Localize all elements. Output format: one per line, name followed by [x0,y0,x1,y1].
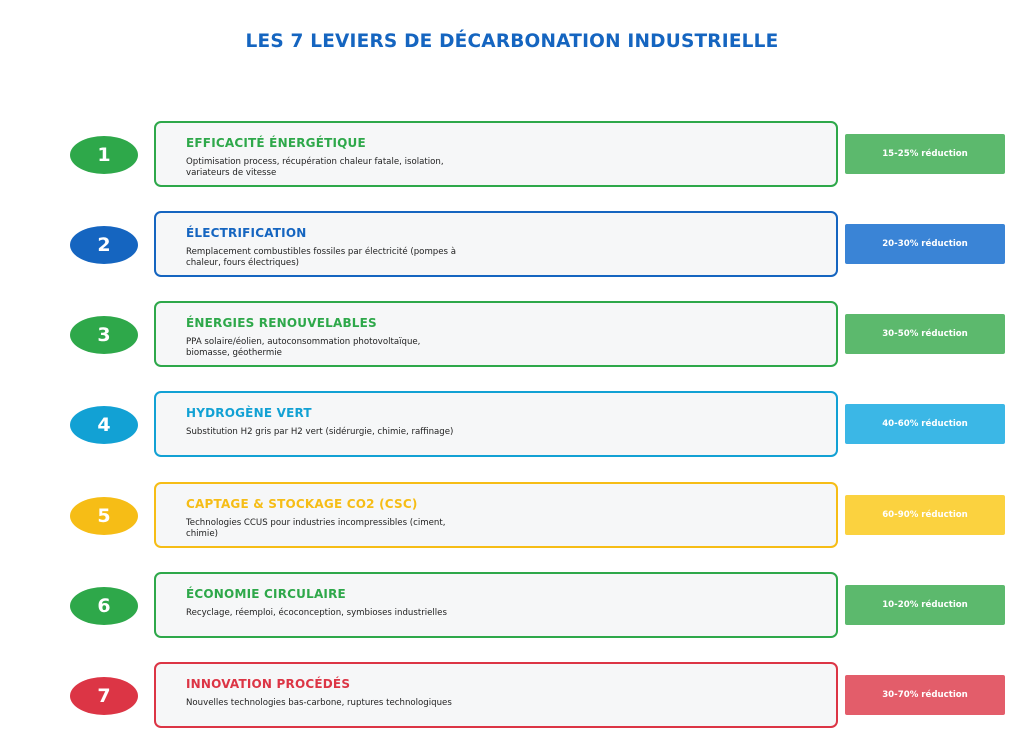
reduction-badge: 30-50% réduction [845,314,1005,354]
lever-description: Technologies CCUS pour industries incomp… [186,518,446,539]
lever-description: Substitution H2 gris par H2 vert (sidéru… [186,427,454,437]
lever-title: ÉNERGIES RENOUVELABLES [186,316,377,330]
lever-title: INNOVATION PROCÉDÉS [186,677,351,691]
lever-title: EFFICACITÉ ÉNERGÉTIQUE [186,136,366,150]
lever-card: EFFICACITÉ ÉNERGÉTIQUE Optimisation proc… [154,121,838,187]
lever-row: 5 CAPTAGE & STOCKAGE CO2 (CSC) Technolog… [0,482,1024,550]
lever-row: 4 HYDROGÈNE VERT Substitution H2 gris pa… [0,391,1024,459]
lever-number-badge: 6 [70,587,138,625]
lever-card: ÉCONOMIE CIRCULAIRE Recyclage, réemploi,… [154,572,838,638]
page-title: LES 7 LEVIERS DE DÉCARBONATION INDUSTRIE… [245,31,779,52]
lever-number-badge: 3 [70,316,138,354]
lever-title: CAPTAGE & STOCKAGE CO2 (CSC) [186,497,418,511]
reduction-badge: 60-90% réduction [845,495,1005,535]
reduction-badge: 15-25% réduction [845,134,1005,174]
lever-card: CAPTAGE & STOCKAGE CO2 (CSC) Technologie… [154,482,838,548]
lever-number-badge: 5 [70,497,138,535]
lever-title: ÉCONOMIE CIRCULAIRE [186,587,346,601]
lever-description: Optimisation process, récupération chale… [186,157,444,178]
lever-row: 2 ÉLECTRIFICATION Remplacement combustib… [0,211,1024,279]
lever-number-badge: 1 [70,136,138,174]
reduction-badge: 10-20% réduction [845,585,1005,625]
lever-title: ÉLECTRIFICATION [186,226,307,240]
lever-row: 7 INNOVATION PROCÉDÉS Nouvelles technolo… [0,662,1024,730]
lever-number-badge: 7 [70,677,138,715]
lever-row: 6 ÉCONOMIE CIRCULAIRE Recyclage, réemplo… [0,572,1024,640]
lever-description: Recyclage, réemploi, écoconception, symb… [186,608,447,618]
lever-description: Nouvelles technologies bas-carbone, rupt… [186,698,452,708]
lever-number-badge: 2 [70,226,138,264]
lever-card: HYDROGÈNE VERT Substitution H2 gris par … [154,391,838,457]
lever-row: 1 EFFICACITÉ ÉNERGÉTIQUE Optimisation pr… [0,121,1024,189]
reduction-badge: 20-30% réduction [845,224,1005,264]
lever-card: ÉLECTRIFICATION Remplacement combustible… [154,211,838,277]
lever-description: Remplacement combustibles fossiles par é… [186,247,457,268]
lever-card: INNOVATION PROCÉDÉS Nouvelles technologi… [154,662,838,728]
lever-number-badge: 4 [70,406,138,444]
lever-title: HYDROGÈNE VERT [186,406,312,420]
reduction-badge: 30-70% réduction [845,675,1005,715]
lever-description: PPA solaire/éolien, autoconsommation pho… [186,337,421,358]
lever-row: 3 ÉNERGIES RENOUVELABLES PPA solaire/éol… [0,301,1024,369]
reduction-badge: 40-60% réduction [845,404,1005,444]
lever-card: ÉNERGIES RENOUVELABLES PPA solaire/éolie… [154,301,838,367]
